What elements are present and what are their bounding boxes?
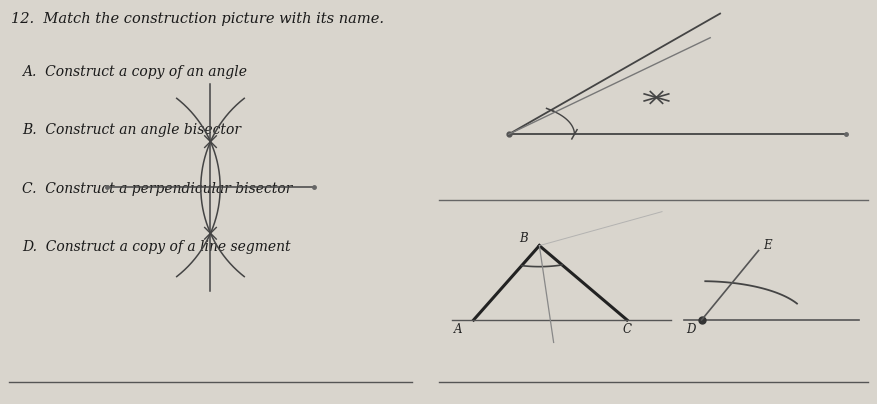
- Text: D: D: [687, 323, 695, 336]
- Text: 12.  Match the construction picture with its name.: 12. Match the construction picture with …: [11, 12, 383, 26]
- Text: A.  Construct a copy of an angle: A. Construct a copy of an angle: [22, 65, 247, 79]
- Text: B: B: [520, 232, 528, 245]
- Text: C: C: [623, 323, 631, 336]
- Text: A: A: [454, 323, 462, 336]
- Text: E: E: [763, 239, 772, 252]
- Text: C.  Construct a perpendicular bisector: C. Construct a perpendicular bisector: [22, 182, 292, 196]
- Text: D.  Construct a copy of a line segment: D. Construct a copy of a line segment: [22, 240, 290, 255]
- Text: B.  Construct an angle bisector: B. Construct an angle bisector: [22, 123, 241, 137]
